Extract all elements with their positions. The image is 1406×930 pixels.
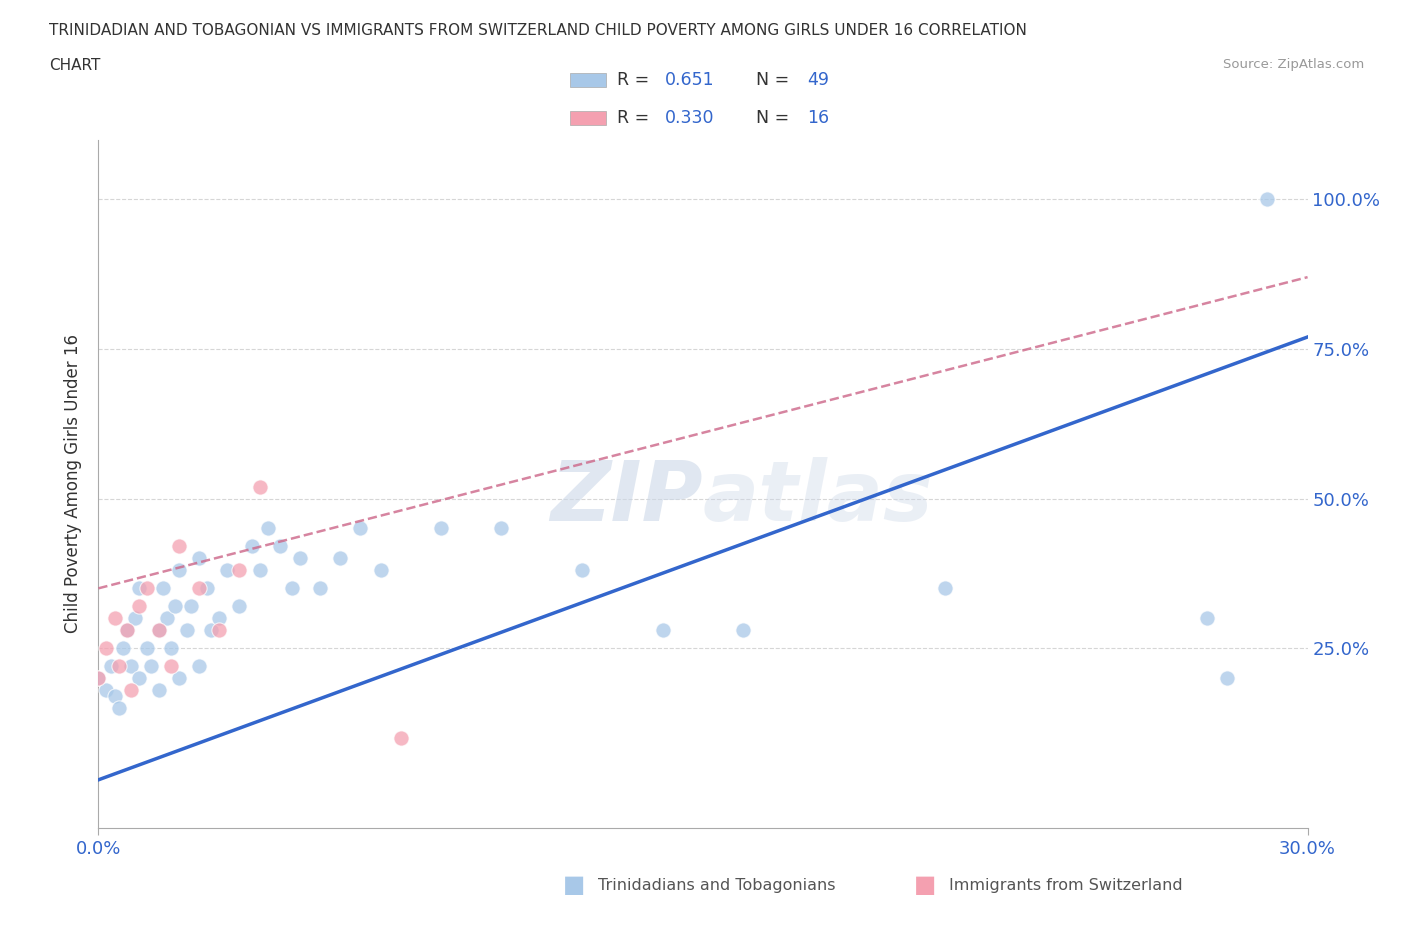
Point: [309, 581, 332, 596]
Point: [228, 599, 250, 614]
Point: [128, 581, 150, 596]
Point: [188, 551, 211, 565]
Text: CHART: CHART: [49, 58, 101, 73]
Point: [135, 641, 157, 656]
Point: [87, 671, 110, 685]
Point: [128, 599, 150, 614]
Point: [389, 730, 412, 745]
Point: [329, 551, 352, 565]
Point: [100, 658, 122, 673]
Point: [107, 658, 129, 673]
Bar: [569, 112, 606, 126]
Point: [148, 683, 170, 698]
Point: [249, 563, 271, 578]
Point: [195, 581, 218, 596]
Point: [120, 658, 142, 673]
Text: 0.330: 0.330: [665, 109, 714, 127]
Point: [156, 611, 179, 626]
Point: [188, 658, 211, 673]
Point: [160, 641, 183, 656]
Point: [651, 623, 673, 638]
Point: [430, 521, 453, 536]
Point: [208, 623, 231, 638]
Point: [934, 581, 956, 596]
Point: [111, 641, 134, 656]
Text: R =: R =: [617, 72, 655, 89]
Point: [217, 563, 239, 578]
Point: [167, 539, 190, 554]
Point: [124, 611, 146, 626]
Point: [200, 623, 222, 638]
Point: [180, 599, 202, 614]
Point: [176, 623, 198, 638]
Point: [208, 611, 231, 626]
Point: [571, 563, 593, 578]
Point: [115, 623, 138, 638]
Point: [148, 623, 170, 638]
Point: [281, 581, 304, 596]
Point: [1256, 192, 1278, 206]
Text: Immigrants from Switzerland: Immigrants from Switzerland: [949, 878, 1182, 893]
Text: 49: 49: [807, 72, 830, 89]
Point: [228, 563, 250, 578]
Point: [148, 623, 170, 638]
Point: [1195, 611, 1218, 626]
Text: TRINIDADIAN AND TOBAGONIAN VS IMMIGRANTS FROM SWITZERLAND CHILD POVERTY AMONG GI: TRINIDADIAN AND TOBAGONIAN VS IMMIGRANTS…: [49, 23, 1028, 38]
Text: ■: ■: [914, 873, 936, 897]
Text: Source: ZipAtlas.com: Source: ZipAtlas.com: [1223, 58, 1364, 71]
Point: [96, 683, 118, 698]
Point: [288, 551, 311, 565]
Point: [1216, 671, 1239, 685]
Text: N =: N =: [756, 109, 794, 127]
Point: [160, 658, 183, 673]
Point: [167, 671, 190, 685]
Point: [349, 521, 371, 536]
Text: ZIP: ZIP: [550, 457, 703, 538]
Point: [733, 623, 755, 638]
Point: [256, 521, 278, 536]
Point: [240, 539, 263, 554]
Point: [249, 479, 271, 494]
Text: ■: ■: [562, 873, 585, 897]
Text: atlas: atlas: [703, 457, 934, 538]
Point: [152, 581, 174, 596]
Text: 16: 16: [807, 109, 830, 127]
Point: [269, 539, 291, 554]
Point: [188, 581, 211, 596]
Point: [103, 611, 125, 626]
Point: [120, 683, 142, 698]
Text: N =: N =: [756, 72, 794, 89]
Point: [370, 563, 392, 578]
Point: [87, 671, 110, 685]
Point: [115, 623, 138, 638]
Point: [163, 599, 186, 614]
Y-axis label: Child Poverty Among Girls Under 16: Child Poverty Among Girls Under 16: [65, 334, 83, 633]
Point: [139, 658, 162, 673]
Point: [135, 581, 157, 596]
Point: [96, 641, 118, 656]
Point: [103, 688, 125, 703]
Bar: [569, 73, 606, 87]
Text: 0.651: 0.651: [665, 72, 714, 89]
Point: [107, 700, 129, 715]
Text: Trinidadians and Tobagonians: Trinidadians and Tobagonians: [598, 878, 835, 893]
Point: [167, 563, 190, 578]
Point: [491, 521, 513, 536]
Point: [128, 671, 150, 685]
Text: R =: R =: [617, 109, 655, 127]
